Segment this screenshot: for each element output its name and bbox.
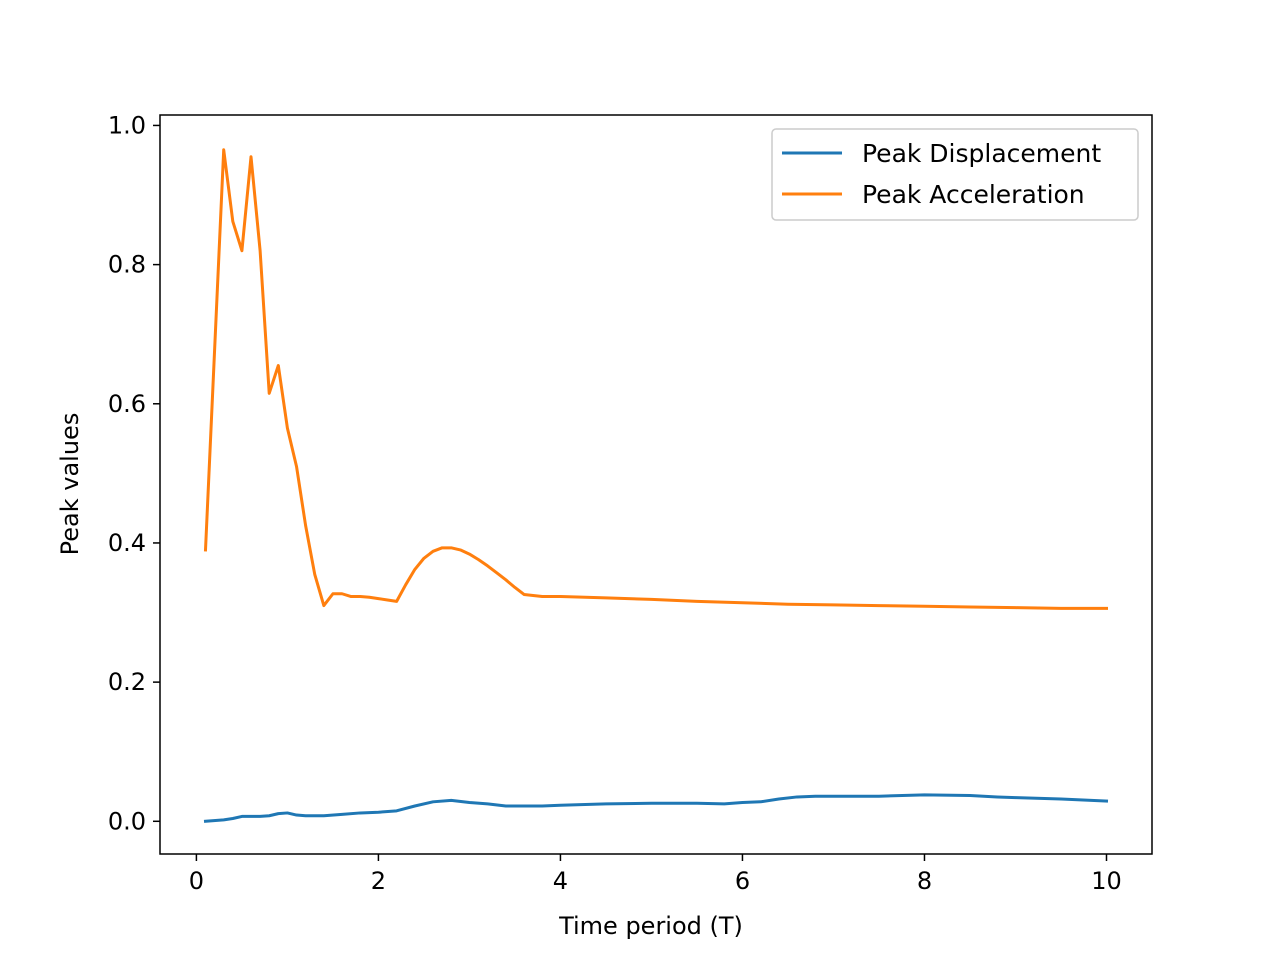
- plot-area: [160, 115, 1152, 854]
- legend-frame: [771, 128, 1139, 221]
- x-tick-label: 2: [371, 867, 386, 895]
- y-tick-label: 0.6: [108, 390, 146, 418]
- x-tick-label: 0: [189, 867, 204, 895]
- y-tick-label: 0.8: [108, 251, 146, 279]
- series-line-peak-acceleration: [203, 148, 1108, 610]
- y-tick-label: 1.0: [108, 111, 146, 139]
- legend-label: Peak Displacement: [862, 139, 1101, 168]
- series-line-peak-displacement: [203, 793, 1109, 823]
- y-tick-label: 0.4: [108, 529, 146, 557]
- x-tick-label: 4: [553, 867, 568, 895]
- axes-frame: [159, 114, 1153, 855]
- y-tick-label: 0.2: [108, 668, 146, 696]
- legend: Peak Displacement Peak Acceleration: [771, 128, 1139, 221]
- x-tick-label: 10: [1091, 867, 1122, 895]
- y-axis: 0.0 0.2 0.4 0.6 0.8 1.0: [108, 111, 160, 835]
- legend-label: Peak Acceleration: [862, 180, 1085, 209]
- x-tick-label: 8: [917, 867, 932, 895]
- x-axis: 0 2 4 6 8 10: [189, 854, 1122, 895]
- series-layer: [203, 148, 1109, 823]
- x-axis-label: Time period (T): [558, 912, 743, 940]
- y-axis-label: Peak values: [56, 413, 84, 556]
- x-tick-label: 6: [735, 867, 750, 895]
- y-tick-label: 0.0: [108, 807, 146, 835]
